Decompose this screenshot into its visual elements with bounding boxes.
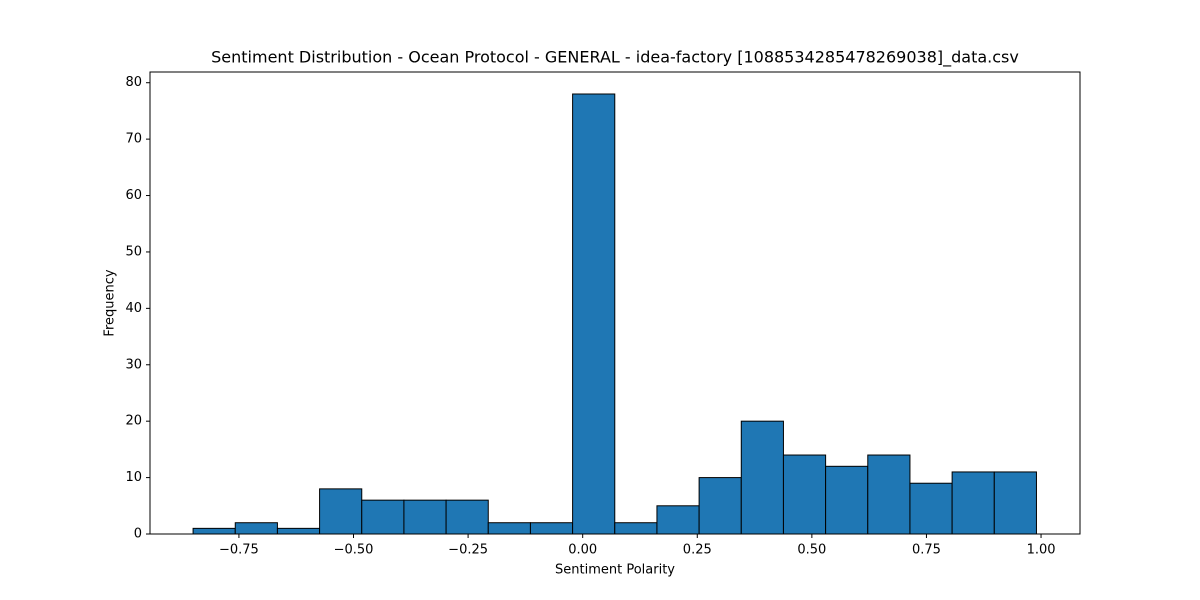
bar	[361, 499, 405, 535]
x-tick-label: 0.50	[797, 543, 826, 558]
bar	[951, 471, 995, 535]
bar	[529, 522, 574, 535]
y-tick-label: 80	[125, 75, 142, 90]
bar	[572, 93, 616, 535]
x-axis-label: Sentiment Polarity	[555, 563, 675, 578]
bar	[319, 488, 363, 535]
bar	[867, 454, 911, 535]
y-tick-label: 10	[125, 470, 142, 485]
y-tick-label: 30	[125, 357, 142, 372]
bar	[192, 527, 236, 535]
x-tick-label: 0.00	[568, 543, 597, 558]
y-tick-label: 0	[134, 527, 142, 542]
bar	[698, 477, 742, 535]
bar	[656, 505, 700, 535]
x-tick-label: −0.50	[334, 543, 374, 558]
y-tick-label: 60	[125, 188, 142, 203]
bar	[487, 522, 531, 535]
x-tick-label: 1.00	[1027, 543, 1056, 558]
bar	[614, 522, 658, 535]
y-tick-label: 40	[125, 301, 142, 316]
bar	[234, 522, 278, 535]
x-tick-label: 0.75	[912, 543, 941, 558]
bar	[740, 420, 784, 535]
bar	[993, 471, 1037, 535]
y-tick-label: 70	[125, 132, 142, 147]
plot-frame	[149, 71, 1081, 535]
y-tick-label: 20	[125, 414, 142, 429]
y-axis-label: Frequency	[103, 269, 118, 336]
bar	[825, 465, 869, 535]
x-tick-label: −0.75	[219, 543, 259, 558]
bar	[276, 527, 321, 535]
chart-title: Sentiment Distribution - Ocean Protocol …	[211, 48, 1019, 68]
x-tick-label: 0.25	[683, 543, 712, 558]
y-tick-label: 50	[125, 244, 142, 259]
x-tick-label: −0.25	[448, 543, 488, 558]
bar	[909, 482, 953, 535]
bar	[782, 454, 827, 535]
bar	[403, 499, 447, 535]
bar	[445, 499, 489, 535]
